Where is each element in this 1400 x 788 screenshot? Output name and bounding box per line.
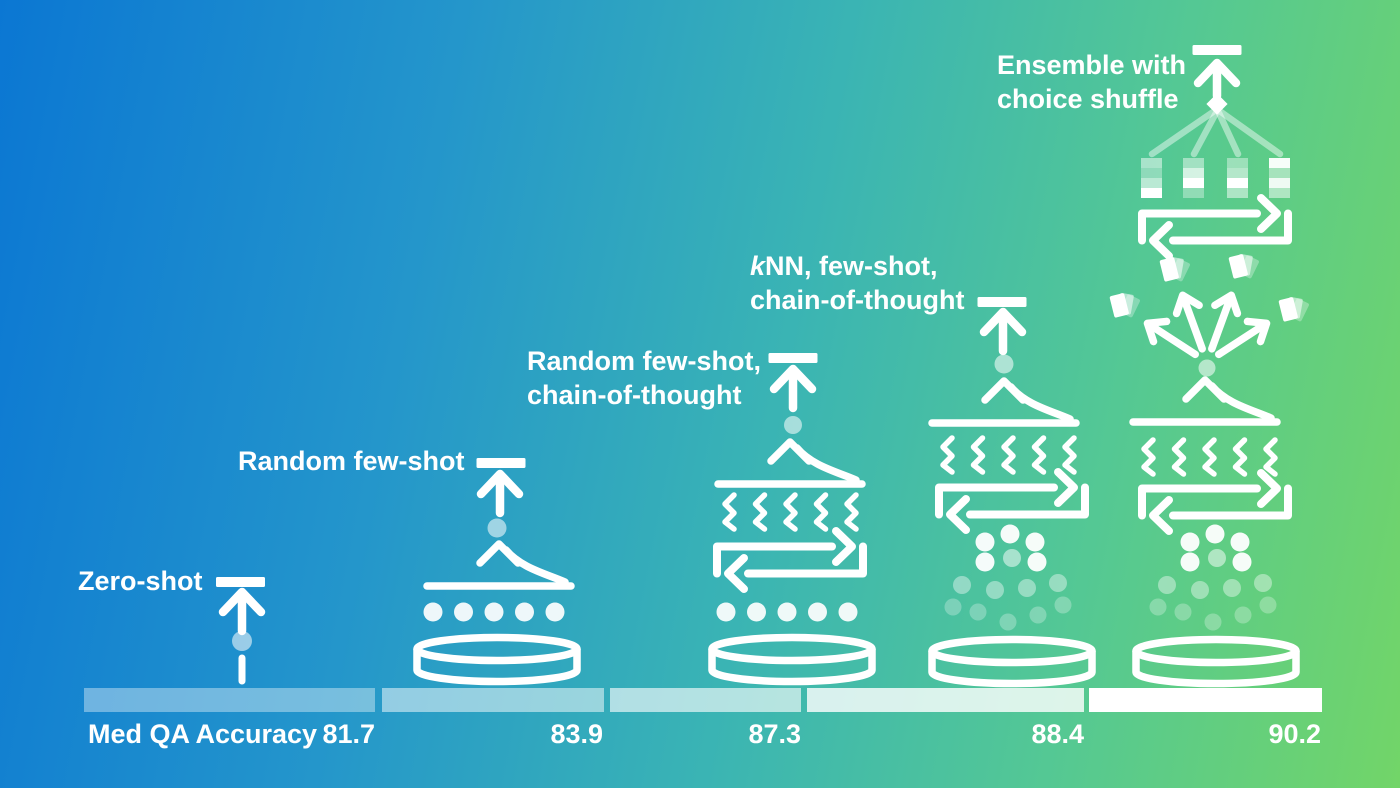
shuffled-pages-icon: [1278, 296, 1310, 322]
examples-dots-icon: [423, 602, 565, 622]
database-icon: [1136, 640, 1296, 684]
cot-squiggles-icon: [943, 438, 1074, 472]
prompt-swoosh-icon: [932, 381, 1076, 423]
cot-squiggles-icon: [725, 495, 856, 529]
knn-cluster-icon: [1149, 524, 1277, 631]
ensemble-fan-lines: [1148, 108, 1284, 158]
up-arrow-icon: [481, 474, 519, 513]
label-line: chain-of-thought: [750, 285, 965, 315]
shuffled-pages-icon: [1228, 253, 1260, 279]
database-icon: [712, 638, 872, 682]
model-dot-icon: [994, 354, 1014, 374]
label-line: kNN, few-shot,: [750, 249, 964, 283]
label-random-few-shot: Random few-shot: [238, 444, 465, 478]
cot-squiggles-icon: [1144, 440, 1275, 474]
model-dot-icon: [232, 631, 252, 651]
axis-label: Med QA Accuracy: [88, 719, 318, 749]
label-line: Random few-shot,: [527, 346, 761, 376]
label-ensemble-choice-shuffle: Ensemble with choice shuffle: [997, 48, 1186, 116]
accuracy-bar-segment-2: [382, 688, 604, 712]
italic-k: k: [750, 251, 766, 281]
value-random-few-shot: 83.9: [550, 719, 603, 749]
model-dot-icon: [784, 416, 802, 434]
accuracy-bar-segment-4: [807, 688, 1084, 712]
up-arrow-icon: [774, 369, 812, 408]
answer-options-icon: [1141, 158, 1290, 198]
accuracy-bar-segment-1: [84, 688, 375, 712]
label-line: Ensemble with: [997, 50, 1187, 80]
model-dot-icon: [1198, 359, 1216, 377]
answer-bar-icon: [216, 577, 265, 587]
database-icon: [932, 640, 1092, 684]
shuffled-pages-icon: [1159, 256, 1191, 282]
cycle-arrow-icon: [1142, 198, 1288, 256]
panel-random-few-shot-icon: [417, 458, 577, 682]
shuffled-pages-icon: [1109, 292, 1141, 318]
prompt-swoosh-icon: [427, 544, 571, 586]
value-knn-few-shot-cot: 88.4: [1031, 719, 1084, 749]
label-random-few-shot-cot: Random few-shot, chain-of-thought: [527, 344, 761, 412]
accuracy-bar-segment-3: [610, 688, 801, 712]
accuracy-bar-segment-5: [1089, 688, 1322, 712]
panel-random-few-shot-cot-icon: [712, 353, 872, 682]
label-zero-shot: Zero-shot: [78, 564, 203, 598]
up-arrow-icon: [1193, 58, 1241, 101]
label-line: Random few-shot: [238, 446, 465, 476]
knn-cluster-icon: [944, 524, 1072, 631]
answer-bar-icon: [768, 353, 818, 363]
answer-bar-icon: [1192, 45, 1242, 55]
prompt-swoosh-icon: [718, 442, 862, 484]
label-line: choice shuffle: [997, 84, 1179, 114]
up-arrow-icon: [223, 592, 261, 631]
label-line: chain-of-thought: [527, 380, 742, 410]
cycle-arrow-icon: [939, 472, 1085, 530]
panel-knn-few-shot-cot-icon: [932, 297, 1092, 684]
cycle-arrow-icon: [717, 531, 863, 589]
up-arrow-icon: [984, 312, 1022, 351]
value-ensemble-choice-shuffle: 90.2: [1268, 719, 1321, 749]
answer-bar-icon: [476, 458, 526, 468]
value-zero-shot: 81.7: [322, 719, 375, 749]
answer-bar-icon: [977, 297, 1027, 307]
label-line: Zero-shot: [78, 566, 203, 596]
prompt-swoosh-icon: [1133, 380, 1277, 422]
database-icon: [417, 638, 577, 682]
shuffle-arrows-icon: [1109, 253, 1310, 365]
examples-dots-icon: [716, 602, 858, 622]
model-dot-icon: [487, 518, 507, 538]
cycle-arrow-icon: [1142, 473, 1288, 531]
panel-zero-shot-icon: [216, 577, 265, 685]
value-random-few-shot-cot: 87.3: [748, 719, 801, 749]
label-knn-few-shot-cot: kNN, few-shot, chain-of-thought: [750, 249, 964, 317]
panel-ensemble-choice-shuffle-icon: [1109, 45, 1310, 684]
label-line-rest: NN, few-shot,: [765, 251, 938, 281]
